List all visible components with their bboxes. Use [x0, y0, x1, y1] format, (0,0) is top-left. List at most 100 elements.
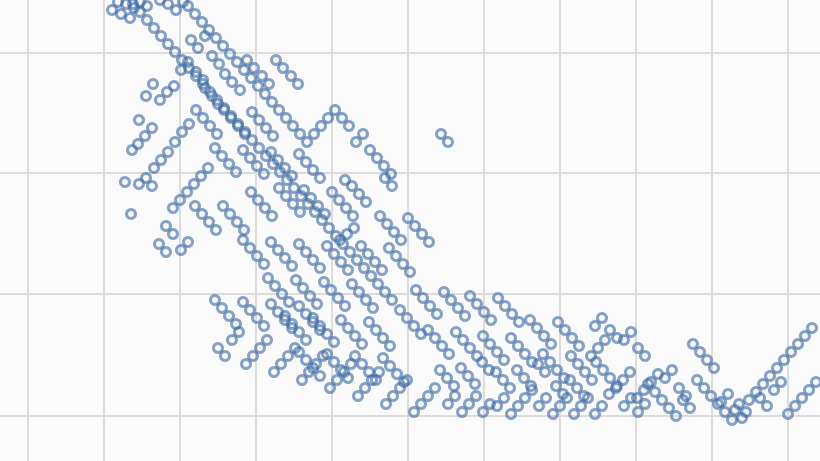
scatter-point	[360, 196, 372, 208]
scatter-point	[599, 334, 611, 346]
scatter-point	[162, 146, 174, 158]
scatter-point	[237, 296, 249, 308]
scatter-point	[603, 388, 615, 400]
scatter-point	[302, 198, 314, 210]
scatter-point	[397, 258, 409, 270]
scatter-point	[547, 408, 559, 420]
scatter-point	[148, 22, 160, 34]
scatter-point	[498, 392, 510, 404]
gridline-vertical	[255, 0, 257, 461]
scatter-point	[673, 382, 685, 394]
scatter-point	[162, 38, 174, 50]
scatter-point	[190, 104, 202, 116]
scatter-point	[350, 136, 362, 148]
scatter-point	[209, 142, 221, 154]
scatter-point	[192, 42, 204, 54]
scatter-point	[390, 250, 402, 262]
scatter-point	[169, 46, 181, 58]
scatter-point	[259, 88, 271, 100]
scatter-point	[286, 260, 298, 272]
scatter-point	[376, 264, 388, 276]
scatter-point	[442, 136, 454, 148]
scatter-point	[415, 398, 427, 410]
scatter-point	[624, 366, 636, 378]
scatter-point	[423, 236, 435, 248]
scatter-point	[232, 118, 244, 130]
scatter-point	[438, 286, 450, 298]
scatter-point	[196, 16, 208, 28]
scatter-point	[459, 310, 471, 322]
scatter-point	[429, 382, 441, 394]
scatter-point	[537, 348, 549, 360]
scatter-point	[590, 356, 602, 368]
scatter-point	[356, 338, 368, 350]
scatter-point	[322, 112, 334, 124]
scatter-point	[761, 400, 773, 412]
scatter-point	[370, 324, 382, 336]
scatter-point	[395, 234, 407, 246]
scatter-point	[256, 70, 268, 82]
scatter-point	[251, 312, 263, 324]
scatter-point	[332, 292, 344, 304]
scatter-point	[513, 316, 525, 328]
scatter-point	[195, 170, 207, 182]
scatter-point	[810, 376, 820, 388]
scatter-point	[785, 346, 797, 358]
scatter-point	[726, 414, 738, 426]
scatter-point	[592, 342, 604, 354]
scatter-point	[435, 128, 447, 140]
scatter-point	[293, 300, 305, 312]
scatter-point	[450, 326, 462, 338]
scatter-point	[254, 342, 266, 354]
scatter-point	[490, 366, 502, 378]
scatter-point	[422, 390, 434, 402]
scatter-point	[579, 366, 591, 378]
scatter-point	[106, 4, 118, 16]
scatter-point	[294, 206, 306, 218]
scatter-point	[552, 316, 564, 328]
scatter-point	[429, 332, 441, 344]
scatter-point	[385, 168, 397, 180]
scatter-point	[379, 286, 391, 298]
scatter-point	[387, 390, 399, 402]
scatter-point	[374, 210, 386, 222]
scatter-point	[415, 328, 427, 340]
scatter-point	[462, 370, 474, 382]
scatter-point	[363, 316, 375, 328]
scatter-point	[340, 202, 352, 214]
scatter-point	[589, 320, 601, 332]
scatter-point	[127, 0, 139, 10]
scatter-point	[733, 398, 745, 410]
scatter-point	[806, 322, 818, 334]
scatter-point	[582, 392, 594, 404]
scatter-point	[449, 390, 461, 402]
scatter-point	[267, 130, 279, 142]
scatter-point	[597, 364, 609, 376]
scatter-point	[611, 332, 623, 344]
scatter-point	[571, 382, 583, 394]
scatter-point	[124, 12, 136, 24]
scatter-point	[365, 270, 377, 282]
scatter-point	[701, 354, 713, 366]
scatter-point	[539, 366, 551, 378]
scatter-point	[566, 332, 578, 344]
scatter-point	[335, 256, 347, 268]
scatter-point	[304, 290, 316, 302]
scatter-point	[323, 222, 335, 234]
scatter-point	[464, 290, 476, 302]
scatter-point	[596, 400, 608, 412]
scatter-point	[244, 152, 256, 164]
scatter-point	[174, 194, 186, 206]
scatter-point	[532, 358, 544, 370]
scatter-point	[764, 370, 776, 382]
scatter-point	[292, 78, 304, 90]
gridline-horizontal	[0, 293, 820, 295]
scatter-point	[512, 400, 524, 412]
scatter-point	[253, 114, 265, 126]
scatter-point	[452, 302, 464, 314]
scatter-point	[176, 126, 188, 138]
scatter-point	[266, 210, 278, 222]
scatter-point	[441, 372, 453, 384]
scatter-point	[231, 56, 243, 68]
scatter-point	[559, 324, 571, 336]
